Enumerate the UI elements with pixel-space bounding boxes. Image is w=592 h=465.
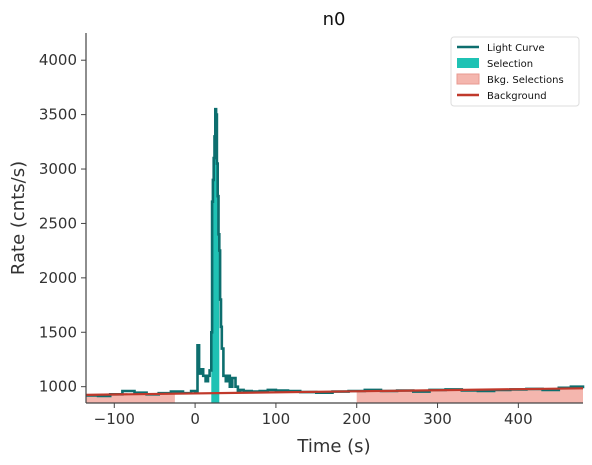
y-tick-label: 3000 (39, 160, 77, 178)
x-tick-label: 300 (423, 410, 452, 428)
background-line (85, 387, 584, 396)
x-tick-label: 200 (342, 410, 371, 428)
legend-label: Light Curve (487, 43, 545, 54)
legend-label: Background (487, 91, 547, 102)
chart-title: n0 (323, 9, 346, 30)
y-tick-label: 3500 (39, 106, 77, 124)
x-axis-label: Time (s) (296, 436, 370, 457)
x-tick-label: 400 (504, 410, 533, 428)
y-tick-label: 4000 (39, 51, 77, 69)
legend-swatch (456, 73, 480, 85)
x-tick-label: 100 (262, 410, 291, 428)
legend-label: Bkg. Selections (487, 75, 564, 86)
y-axis-label: Rate (cnts/s) (8, 161, 29, 275)
x-tick-label: −100 (94, 410, 135, 428)
y-tick-label: 2500 (39, 214, 77, 232)
x-tick-label: 0 (190, 410, 200, 428)
legend: Light Curve Selection Bkg. Selections Backg… (450, 36, 580, 107)
y-tick-label: 2000 (39, 269, 77, 287)
light-curve-line (86, 107, 585, 398)
y-tick-label: 1500 (39, 323, 77, 341)
legend-swatch (457, 58, 479, 68)
legend-box (450, 36, 580, 107)
y-tick-label: 1000 (39, 378, 77, 396)
plot-area (85, 107, 585, 403)
legend-label: Selection (487, 59, 533, 70)
axes: −100 0 100 200 300 400 1000 1500 2000 2500 3000 350… (39, 33, 583, 428)
